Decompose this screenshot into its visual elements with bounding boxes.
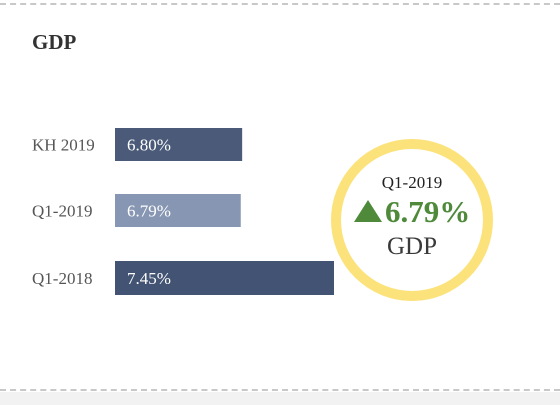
bar-value-label: 7.45% [127, 269, 171, 288]
top-divider [0, 3, 560, 5]
highlight-ring [331, 139, 493, 301]
highlight-label: GDP [387, 233, 437, 260]
up-triangle-icon [354, 200, 382, 222]
category-label: KH 2019 [32, 136, 95, 155]
bar-value-label: 6.79% [127, 202, 171, 221]
bar [115, 261, 334, 295]
highlight-period: Q1-2019 [382, 173, 442, 192]
bar [115, 194, 241, 227]
chart-title: GDP [32, 30, 77, 54]
category-label: Q1-2018 [32, 269, 92, 288]
footer-band [0, 392, 560, 405]
bar-value-label: 6.80% [127, 136, 171, 155]
highlight-badge: Q1-2019 6.79% GDP [331, 139, 493, 301]
bottom-divider [0, 389, 560, 391]
bar [115, 128, 243, 161]
category-label: Q1-2019 [32, 202, 92, 221]
highlight-value: 6.79% [385, 194, 470, 229]
bar-series: KH 2019 6.80% Q1-2019 6.79% Q1-2018 7.45% [32, 128, 334, 295]
